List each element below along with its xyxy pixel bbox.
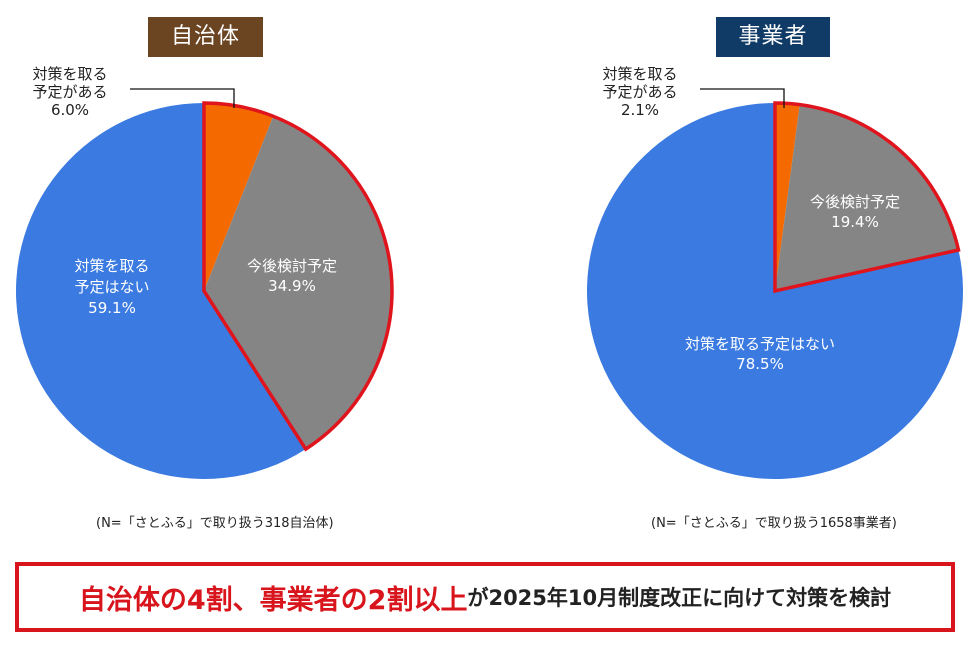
slice-label-1-0: 対策を取る予定がある 2.1% [602,65,677,119]
pie-charts-svg: 対策を取る予定がある 6.0% 今後検討予定 34.9% 対策を取る予定はない 59.1%… [15,65,963,480]
slice-label-1-1: 今後検討予定 19.4% [810,193,900,231]
pie-slice-0-0 [204,103,274,291]
sample-note-business: (N=「さとふる」で取り扱う1658事業者) [651,516,897,531]
leader-line-1-0 [700,88,785,108]
chart-title-business: 事業者 [716,17,830,57]
leader-line-0-0 [130,88,235,108]
summary-banner: 自治体の4割、事業者の2割以上 が2025年10月制度改正に向けて対策を検討 [15,562,955,632]
pie-highlight-outline-1 [773,101,961,294]
chart-title-municipality: 自治体 [148,17,263,57]
pie-slice-0-2 [15,103,306,480]
slice-label-0-0: 対策を取る予定がある 6.0% [32,65,107,119]
summary-rest-text: が2025年10月制度改正に向けて対策を検討 [467,586,892,610]
sample-note-municipality: (N=「さとふる」で取り扱う318自治体) [96,516,334,531]
pie-slice-1-1 [775,104,959,292]
pie-slice-0-1 [204,116,392,450]
pie-highlight-outline-0 [202,101,394,452]
summary-highlight-text: 自治体の4割、事業者の2割以上 [78,584,468,616]
slice-label-1-2: 対策を取る予定はない 78.5% [685,335,835,373]
slice-label-0-1: 今後検討予定 34.9% [247,257,337,295]
pie-slice-1-0 [775,103,800,291]
slice-label-0-2: 対策を取る予定はない 59.1% [74,257,149,317]
